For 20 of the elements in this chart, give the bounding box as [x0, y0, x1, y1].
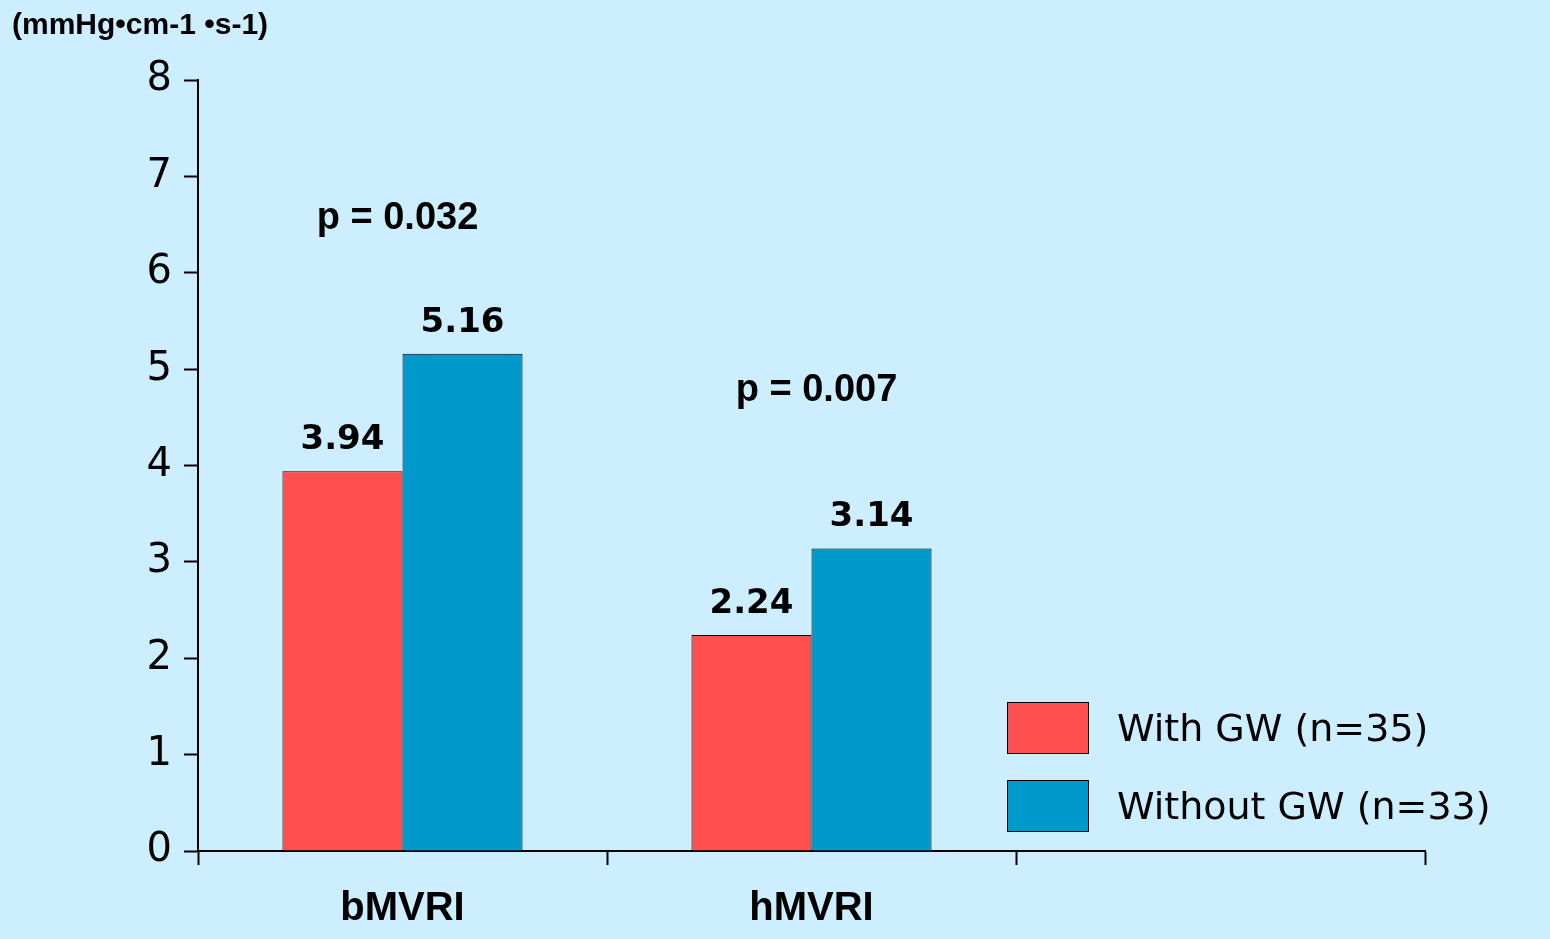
data-label: 3.14 — [829, 494, 914, 535]
y-tick-label: 7 — [146, 149, 172, 196]
y-tick-label: 5 — [146, 342, 172, 389]
y-tick-label: 0 — [146, 824, 172, 871]
data-label: 5.16 — [420, 299, 505, 340]
y-tick-label: 4 — [146, 438, 172, 485]
y-tick-label: 8 — [146, 53, 172, 100]
annotation: p = 0.032 — [316, 195, 479, 238]
y-tick-label: 1 — [146, 728, 172, 775]
data-label: 2.24 — [709, 580, 794, 621]
y-tick-label: 6 — [146, 246, 172, 293]
legend-label: Without GW (n=33) — [1117, 784, 1491, 828]
y-tick-label: 3 — [146, 535, 172, 582]
y-axis-title: (mmHg•cm-1 •s-1) — [12, 7, 269, 41]
data-label: 3.94 — [300, 417, 385, 458]
annotation: p = 0.007 — [735, 366, 898, 409]
x-tick-label: hMVRI — [749, 884, 874, 929]
x-tick-label: bMVRI — [340, 884, 465, 929]
y-tick-label: 2 — [146, 631, 172, 678]
legend-label: With GW (n=35) — [1117, 706, 1429, 750]
